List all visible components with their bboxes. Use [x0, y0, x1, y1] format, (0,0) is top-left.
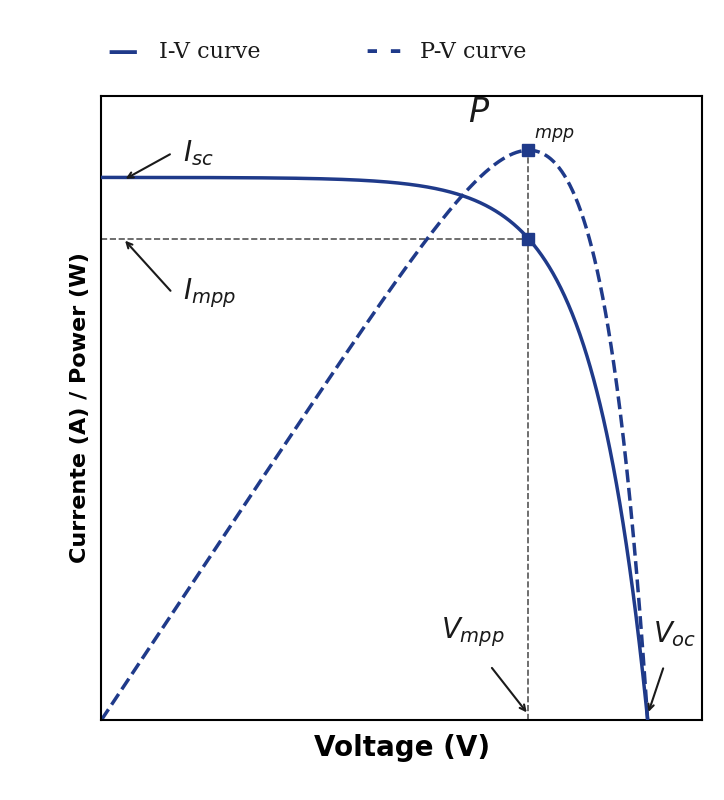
- Text: - -: - -: [366, 38, 402, 66]
- Text: $V_{oc}$: $V_{oc}$: [653, 620, 696, 650]
- Text: $V_{mpp}$: $V_{mpp}$: [441, 616, 505, 650]
- Text: $I_{mpp}$: $I_{mpp}$: [183, 276, 236, 310]
- Text: —: —: [108, 38, 138, 66]
- Text: P-V curve: P-V curve: [420, 41, 526, 63]
- X-axis label: Voltage (V): Voltage (V): [313, 734, 490, 762]
- Text: $P$: $P$: [468, 97, 490, 129]
- Text: $I_{sc}$: $I_{sc}$: [183, 138, 214, 168]
- Text: I-V curve: I-V curve: [159, 41, 261, 63]
- Y-axis label: Currente (A) / Power (W): Currente (A) / Power (W): [70, 253, 90, 563]
- Text: $_{mpp}$: $_{mpp}$: [534, 122, 575, 145]
